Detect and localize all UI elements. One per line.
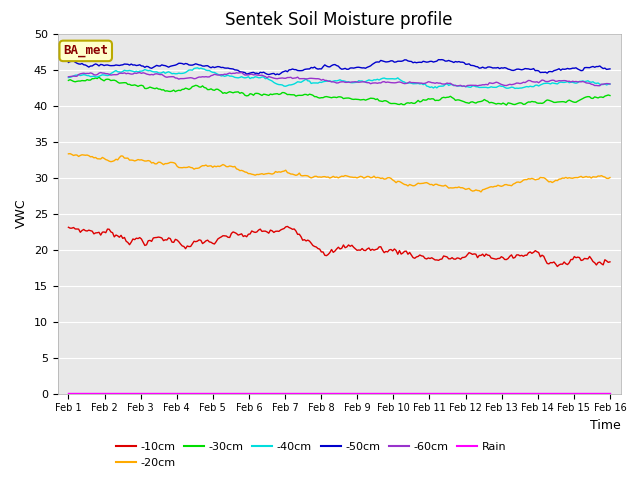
-40cm (513, 85, 520, 91)
-30cm (95, 74, 103, 80)
-20cm (65, 151, 72, 156)
-20cm (543, 178, 551, 183)
-60cm (65, 74, 72, 80)
-60cm (143, 71, 150, 77)
-50cm (457, 60, 465, 65)
-60cm (346, 80, 354, 85)
-40cm (65, 74, 72, 80)
-40cm (543, 80, 551, 86)
-40cm (455, 83, 463, 89)
Rain (345, 390, 353, 396)
-30cm (145, 85, 152, 91)
Rain (540, 390, 548, 396)
-30cm (502, 102, 510, 108)
-50cm (143, 63, 150, 69)
Line: -40cm: -40cm (68, 68, 610, 88)
Text: BA_met: BA_met (63, 44, 108, 58)
Rain (453, 390, 461, 396)
-50cm (543, 70, 551, 76)
Line: -60cm: -60cm (68, 72, 610, 86)
-20cm (513, 180, 520, 185)
-60cm (513, 80, 520, 86)
-60cm (543, 79, 551, 84)
Rain (509, 390, 517, 396)
Title: Sentek Soil Moisture profile: Sentek Soil Moisture profile (225, 11, 453, 29)
Rain (143, 390, 150, 396)
-10cm (448, 255, 456, 261)
Legend: -10cm, -20cm, -30cm, -40cm, -50cm, -60cm, Rain: -10cm, -20cm, -30cm, -40cm, -50cm, -60cm… (116, 443, 506, 468)
-30cm (455, 97, 463, 103)
-40cm (194, 65, 202, 71)
-60cm (455, 83, 463, 88)
-50cm (435, 57, 442, 62)
-20cm (606, 175, 614, 180)
-60cm (448, 82, 456, 87)
-50cm (450, 60, 458, 65)
-50cm (272, 72, 280, 78)
-10cm (554, 264, 561, 269)
Line: -20cm: -20cm (68, 154, 610, 192)
-30cm (543, 97, 551, 103)
-30cm (448, 95, 456, 100)
-30cm (513, 101, 520, 107)
Y-axis label: VWC: VWC (15, 199, 28, 228)
-50cm (513, 66, 520, 72)
-20cm (448, 185, 456, 191)
-40cm (143, 67, 150, 73)
-20cm (346, 174, 354, 180)
-10cm (511, 254, 519, 260)
-60cm (606, 81, 614, 87)
-10cm (346, 243, 354, 249)
-20cm (455, 184, 463, 190)
-50cm (346, 65, 354, 71)
-50cm (65, 60, 72, 65)
-30cm (346, 96, 354, 101)
Rain (65, 390, 72, 396)
-40cm (346, 80, 354, 85)
-40cm (606, 81, 614, 87)
Line: -50cm: -50cm (68, 60, 610, 75)
-50cm (606, 66, 614, 72)
-20cm (67, 151, 74, 156)
-10cm (284, 224, 291, 229)
-60cm (462, 84, 470, 89)
X-axis label: Time: Time (590, 419, 621, 432)
-10cm (541, 257, 549, 263)
Line: -10cm: -10cm (68, 227, 610, 266)
-40cm (448, 82, 456, 87)
Rain (447, 390, 454, 396)
-10cm (143, 242, 150, 248)
-10cm (455, 255, 463, 261)
Line: -30cm: -30cm (68, 77, 610, 105)
-40cm (511, 85, 519, 91)
-20cm (145, 157, 152, 163)
-10cm (606, 259, 614, 264)
-30cm (606, 93, 614, 98)
-30cm (65, 77, 72, 84)
-20cm (477, 189, 484, 195)
-10cm (65, 224, 72, 230)
Rain (606, 390, 614, 396)
-60cm (237, 70, 245, 75)
